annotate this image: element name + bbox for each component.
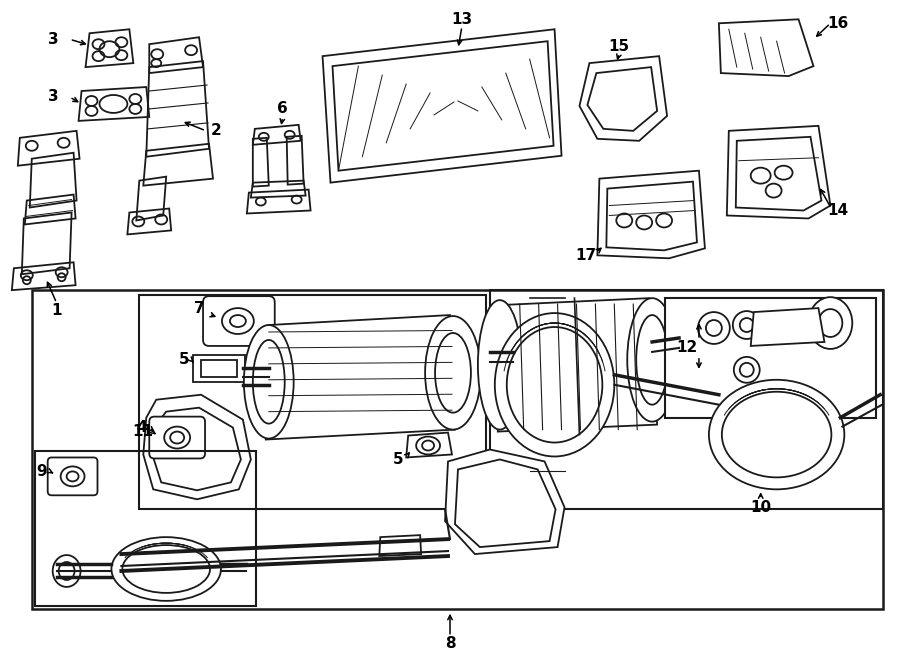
Text: 16: 16 [828, 16, 849, 31]
Ellipse shape [416, 436, 440, 455]
Bar [35, 451, 256, 606]
Ellipse shape [734, 357, 760, 383]
FancyBboxPatch shape [203, 296, 274, 346]
Ellipse shape [698, 312, 730, 344]
Ellipse shape [244, 325, 293, 438]
Text: 10: 10 [750, 500, 771, 515]
Ellipse shape [733, 311, 760, 339]
Text: 4: 4 [136, 420, 147, 435]
Text: 11: 11 [133, 424, 154, 439]
Ellipse shape [808, 297, 852, 349]
Bar [140, 295, 486, 509]
Text: 5: 5 [393, 452, 403, 467]
FancyBboxPatch shape [48, 457, 97, 495]
Polygon shape [266, 315, 455, 440]
Bar [490, 290, 883, 509]
Text: 1: 1 [51, 303, 62, 317]
Text: 15: 15 [608, 39, 630, 54]
Ellipse shape [60, 467, 85, 486]
Ellipse shape [222, 308, 254, 334]
Ellipse shape [53, 555, 81, 587]
Polygon shape [445, 449, 564, 554]
Text: 3: 3 [49, 89, 59, 104]
Ellipse shape [112, 537, 221, 601]
Text: 3: 3 [49, 32, 59, 47]
Ellipse shape [495, 313, 615, 457]
Text: 5: 5 [179, 352, 189, 368]
Ellipse shape [478, 300, 522, 430]
Text: 9: 9 [36, 464, 47, 479]
Bar [32, 290, 883, 609]
Text: 14: 14 [828, 203, 849, 218]
Text: 2: 2 [211, 124, 221, 138]
Ellipse shape [709, 380, 844, 489]
Bar [194, 355, 245, 382]
Ellipse shape [164, 426, 190, 449]
Text: 13: 13 [452, 12, 472, 27]
Ellipse shape [627, 298, 677, 422]
Text: 12: 12 [677, 340, 698, 356]
Polygon shape [143, 395, 251, 499]
Text: 8: 8 [445, 636, 455, 651]
FancyBboxPatch shape [149, 416, 205, 459]
Text: 7: 7 [194, 301, 204, 315]
Polygon shape [379, 535, 421, 556]
Ellipse shape [425, 316, 481, 430]
Polygon shape [498, 298, 657, 432]
Bar [201, 360, 237, 377]
Polygon shape [406, 432, 452, 457]
Polygon shape [751, 308, 824, 346]
Bar [665, 298, 877, 418]
Text: 17: 17 [575, 248, 596, 263]
Text: 6: 6 [277, 101, 288, 116]
